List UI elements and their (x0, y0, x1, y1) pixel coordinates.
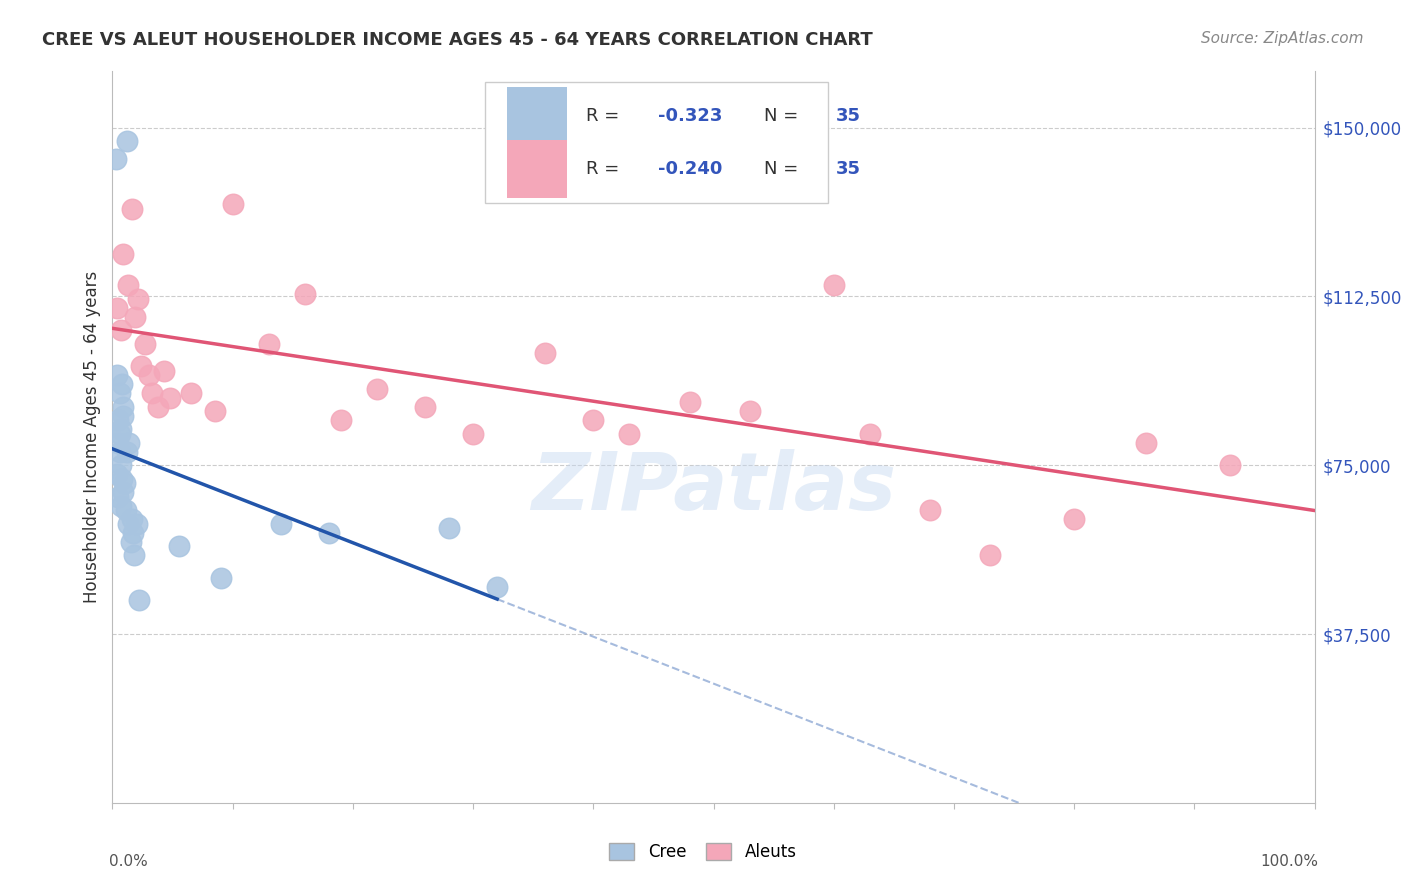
Text: ZIPatlas: ZIPatlas (531, 450, 896, 527)
Point (159, 391, 181, 405)
Point (1135, 435, 1157, 450)
Point (167, 539, 190, 553)
Point (112, 246, 135, 260)
Point (125, 516, 148, 531)
Point (105, 467, 128, 482)
Point (107, 413, 129, 427)
Point (461, 426, 484, 441)
Point (128, 593, 150, 607)
Point (112, 485, 135, 500)
Point (120, 534, 142, 549)
Text: 100.0%: 100.0% (1260, 854, 1319, 869)
Point (108, 444, 131, 458)
Point (1219, 458, 1241, 473)
Point (138, 368, 160, 383)
FancyBboxPatch shape (506, 87, 567, 145)
Point (204, 404, 226, 418)
Point (114, 503, 136, 517)
Point (270, 516, 292, 531)
Point (678, 395, 700, 409)
Text: 35: 35 (837, 161, 860, 178)
Point (146, 400, 169, 414)
Point (105, 301, 128, 315)
Point (122, 525, 145, 540)
FancyBboxPatch shape (506, 140, 567, 199)
Point (413, 400, 436, 414)
Point (105, 368, 128, 383)
Point (111, 472, 134, 486)
Point (318, 525, 340, 540)
Point (110, 323, 132, 337)
Text: 0.0%: 0.0% (108, 854, 148, 869)
Point (117, 278, 139, 293)
Point (118, 435, 141, 450)
Point (222, 197, 245, 211)
Point (534, 345, 557, 359)
Text: N =: N = (763, 107, 804, 125)
Text: -0.323: -0.323 (658, 107, 723, 125)
Point (110, 458, 132, 473)
Point (105, 152, 128, 166)
Point (141, 386, 163, 401)
Point (110, 499, 132, 513)
Point (122, 548, 145, 562)
Point (110, 422, 132, 436)
Point (294, 287, 316, 301)
Point (108, 386, 131, 401)
Point (582, 413, 605, 427)
Point (111, 377, 134, 392)
Point (115, 134, 138, 148)
Text: R =: R = (586, 107, 626, 125)
Point (115, 444, 138, 458)
Point (918, 503, 941, 517)
Text: CREE VS ALEUT HOUSEHOLDER INCOME AGES 45 - 64 YEARS CORRELATION CHART: CREE VS ALEUT HOUSEHOLDER INCOME AGES 45… (42, 31, 873, 49)
Text: R =: R = (586, 161, 626, 178)
Point (108, 426, 131, 441)
Point (121, 512, 143, 526)
Point (107, 435, 129, 450)
Point (738, 404, 761, 418)
Text: 35: 35 (837, 107, 860, 125)
Point (112, 400, 135, 414)
Point (437, 521, 460, 535)
Point (114, 476, 136, 491)
Point (257, 336, 280, 351)
Text: Source: ZipAtlas.com: Source: ZipAtlas.com (1201, 31, 1364, 46)
Point (209, 571, 232, 585)
Point (329, 413, 352, 427)
Point (124, 310, 146, 324)
FancyBboxPatch shape (485, 82, 828, 203)
Point (112, 409, 135, 423)
Point (131, 359, 153, 374)
Point (121, 202, 143, 216)
Point (117, 516, 139, 531)
Point (134, 336, 156, 351)
Text: N =: N = (763, 161, 804, 178)
Text: -0.240: -0.240 (658, 161, 723, 178)
Point (619, 426, 641, 441)
Point (366, 382, 388, 396)
Y-axis label: Householder Income Ages 45 - 64 years: Householder Income Ages 45 - 64 years (83, 271, 101, 603)
Point (486, 580, 509, 594)
Legend: Cree, Aleuts: Cree, Aleuts (603, 836, 803, 868)
Point (979, 548, 1001, 562)
Point (107, 490, 129, 504)
Point (180, 386, 202, 401)
Point (1063, 512, 1085, 526)
Point (823, 278, 845, 293)
Point (859, 426, 882, 441)
Point (127, 292, 149, 306)
Point (153, 364, 176, 378)
